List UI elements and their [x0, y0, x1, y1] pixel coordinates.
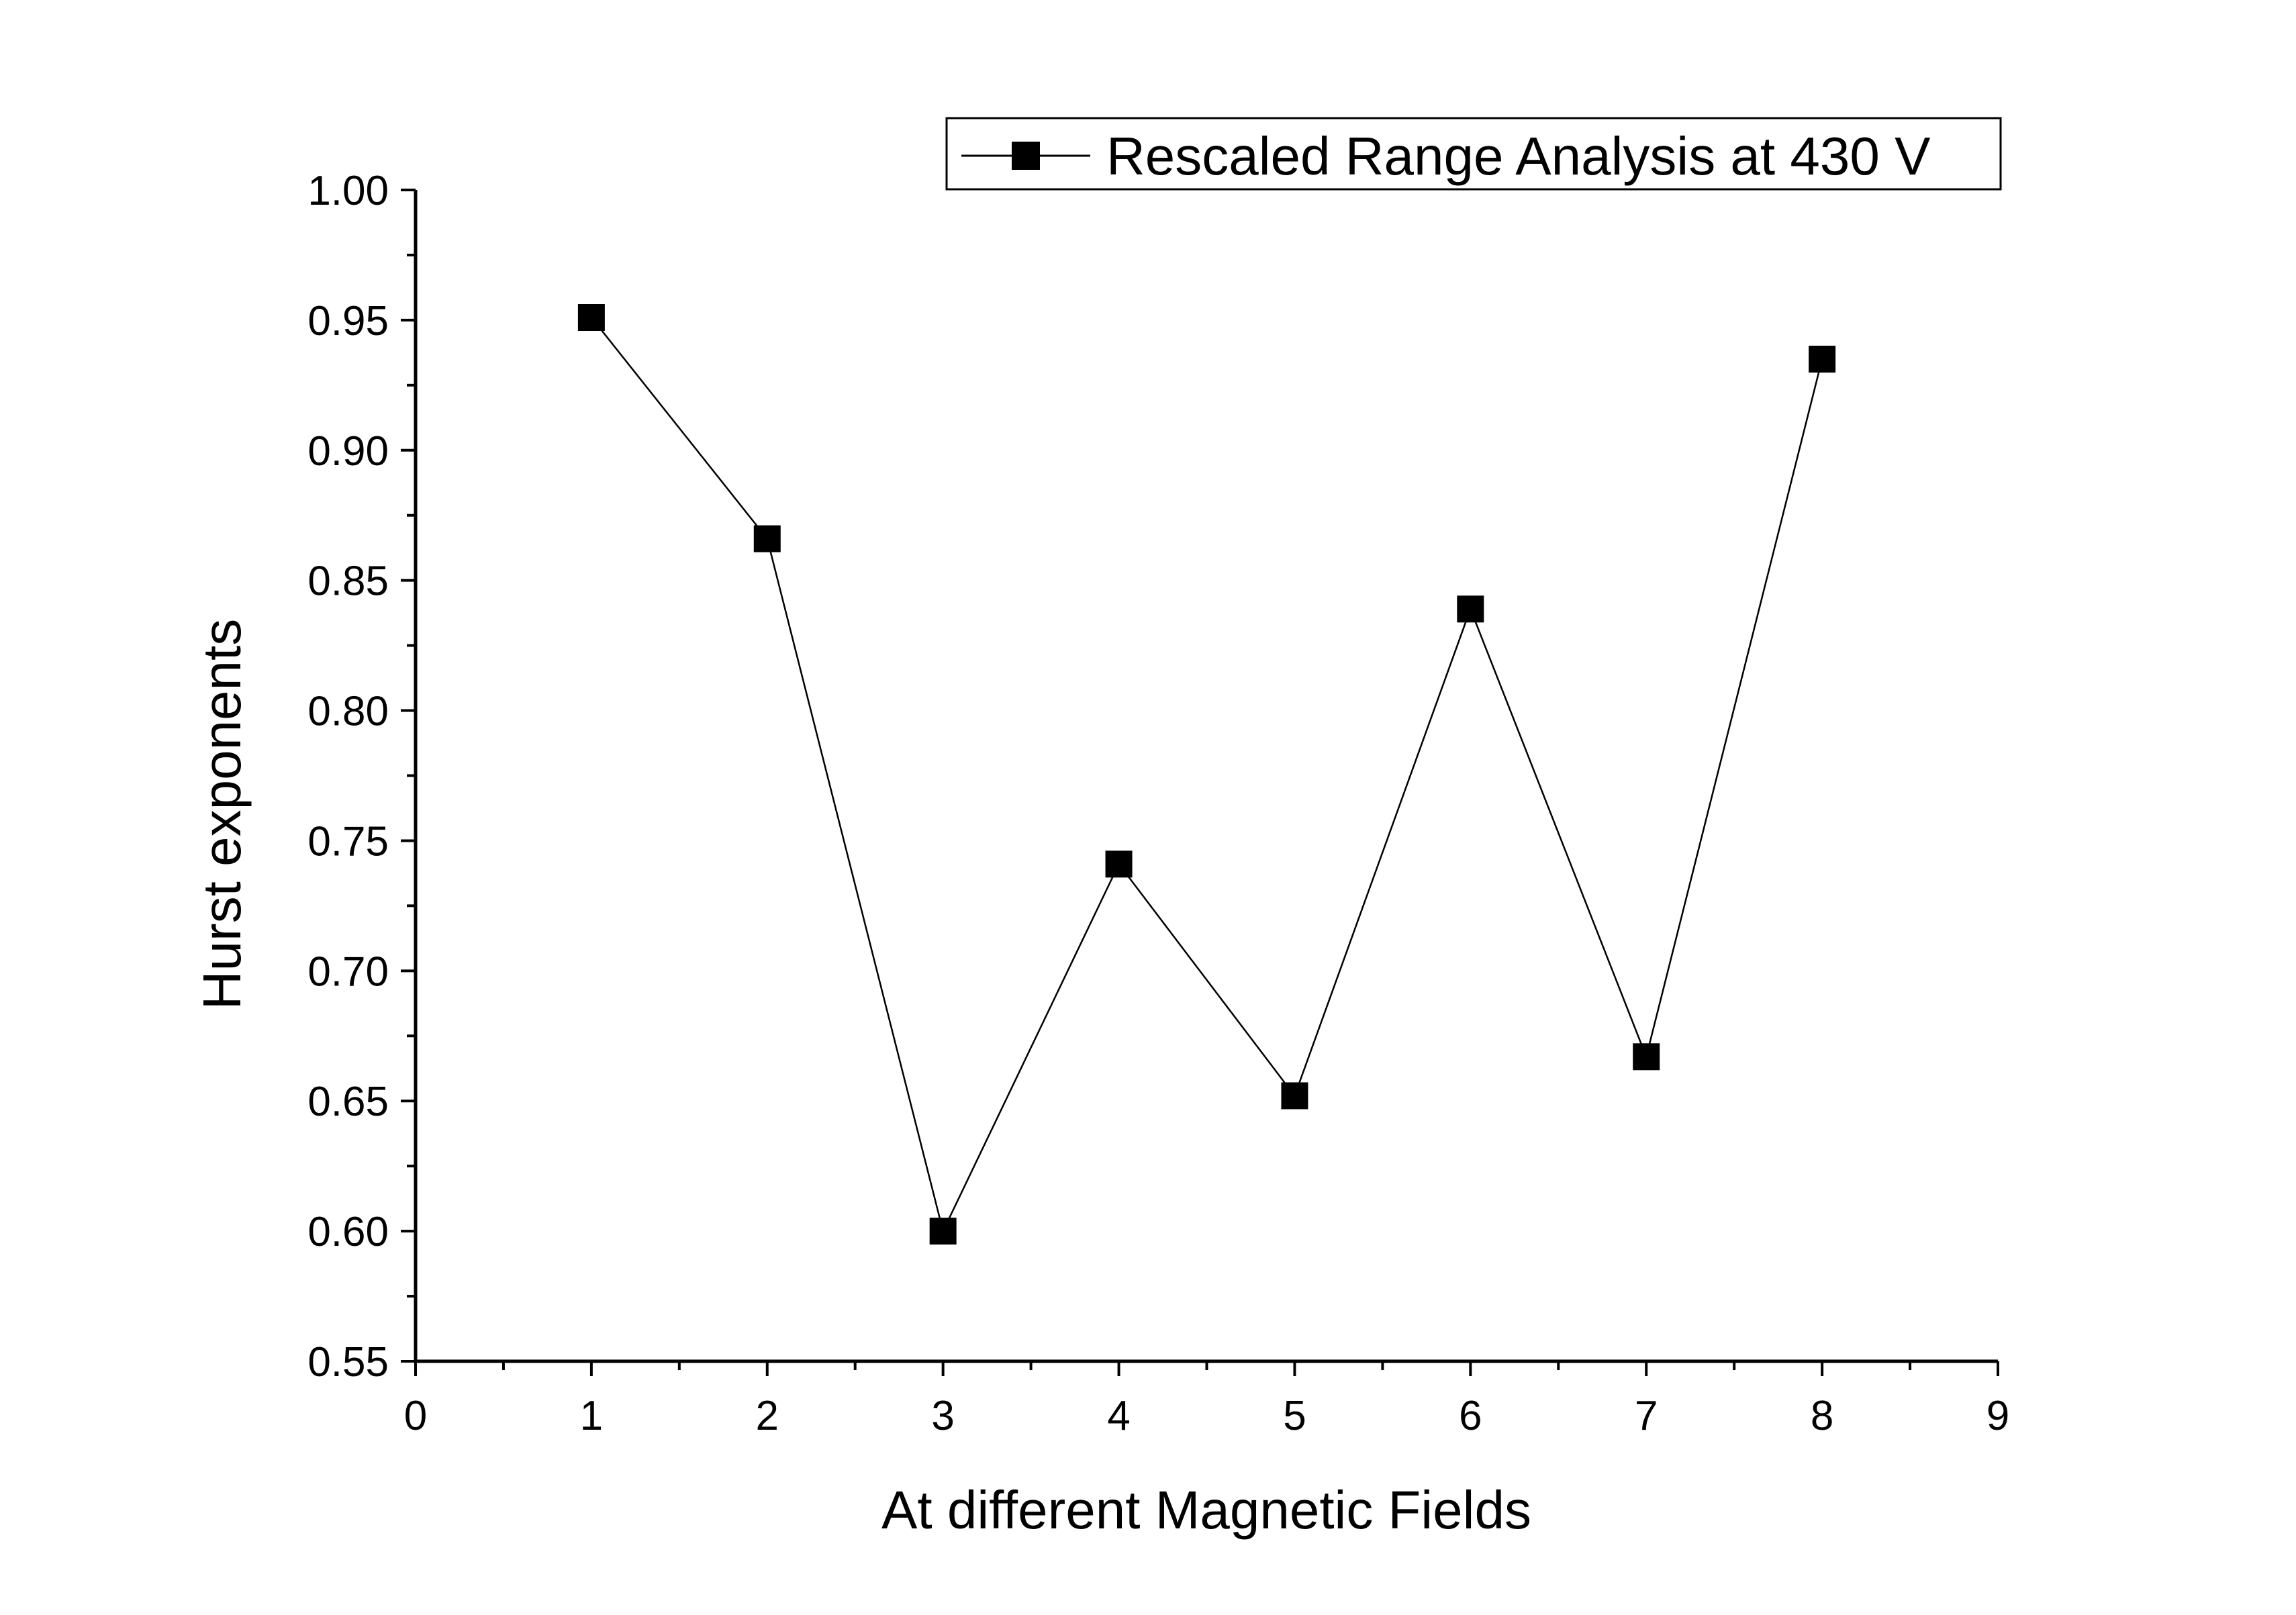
data-point-marker: [1105, 850, 1133, 878]
y-tick-label: 0.80: [307, 689, 389, 735]
y-tick-label: 0.90: [307, 428, 389, 475]
y-tick-label: 0.55: [307, 1339, 389, 1385]
y-axis-ticks: 0.55 0.60 0.65 0.70 0.75 0.80 0.85 0.90 0.95 1.00: [307, 168, 416, 1385]
x-tick-label: 8: [1811, 1393, 1833, 1439]
x-tick-label: 7: [1635, 1393, 1658, 1439]
x-tick-label: 5: [1283, 1393, 1306, 1439]
legend-box: [945, 117, 2002, 191]
y-tick-label: 0.70: [307, 948, 389, 995]
data-point-marker: [577, 304, 605, 332]
x-tick-label: 4: [1107, 1393, 1130, 1439]
x-tick-label: 0: [404, 1393, 427, 1439]
x-tick-label: 1: [580, 1393, 603, 1439]
y-tick-label: 1.00: [307, 168, 389, 214]
legend-marker-square: [1012, 142, 1040, 170]
legend-label: Rescaled Range Analysis at 430 V: [1106, 126, 1931, 186]
data-point-marker: [1457, 595, 1484, 623]
data-point-marker: [1809, 346, 1836, 373]
y-tick-label: 0.60: [307, 1209, 389, 1255]
data-point-marker: [1633, 1043, 1660, 1071]
y-tick-label: 0.85: [307, 558, 389, 605]
data-point-marker: [929, 1218, 957, 1245]
x-tick-label: 3: [931, 1393, 954, 1439]
y-tick-label: 0.65: [307, 1079, 389, 1125]
x-axis-title: At different Magnetic Fields: [881, 1480, 1531, 1540]
x-tick-label: 2: [756, 1393, 779, 1439]
x-axis-ticks: 0 1 2 3 4 5 6 7 8 9: [404, 1361, 2009, 1439]
data-point-marker: [753, 525, 781, 552]
x-tick-label: 9: [1987, 1393, 2009, 1439]
legend: Rescaled Range Analysis at 430 V: [945, 117, 2002, 191]
series-line: [590, 317, 1823, 1234]
x-tick-label: 6: [1459, 1393, 1482, 1439]
plot-area: [577, 304, 1836, 1245]
y-tick-label: 0.95: [307, 298, 389, 344]
y-tick-label: 0.75: [307, 818, 389, 865]
y-axis-title: Hurst exponents: [192, 619, 252, 1010]
data-point-marker: [1281, 1082, 1308, 1110]
